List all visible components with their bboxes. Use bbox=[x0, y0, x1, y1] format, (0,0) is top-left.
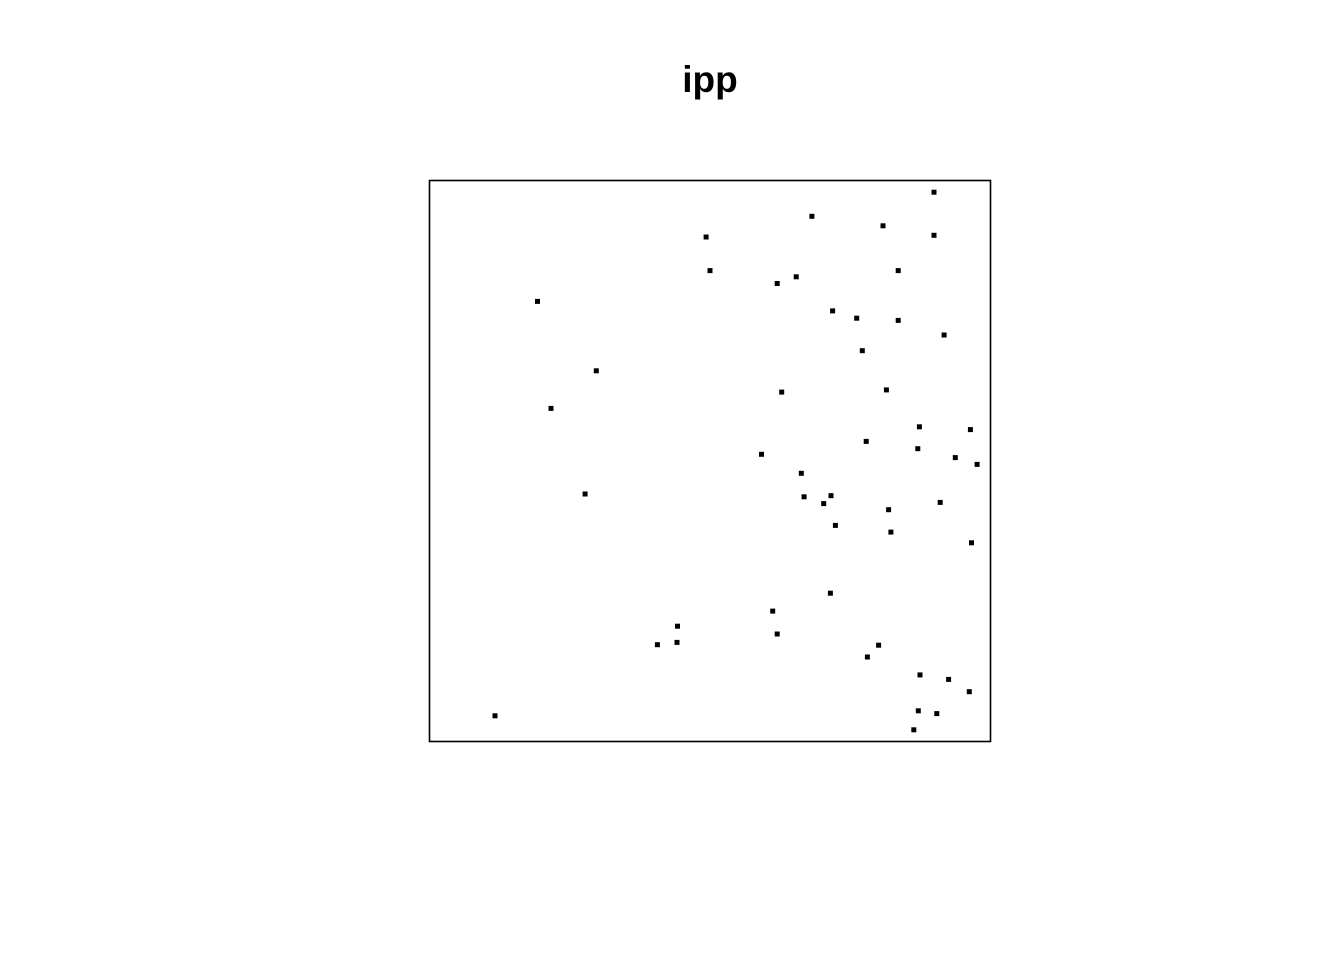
data-point-16 bbox=[593, 368, 599, 374]
data-point-51 bbox=[911, 727, 917, 733]
data-point-11 bbox=[830, 308, 836, 314]
data-point-27 bbox=[798, 470, 804, 476]
data-point-1 bbox=[931, 189, 937, 195]
data-point-50 bbox=[934, 711, 940, 717]
data-point-45 bbox=[917, 672, 923, 678]
data-point-48 bbox=[492, 713, 498, 719]
data-point-22 bbox=[863, 438, 869, 444]
data-point-38 bbox=[770, 608, 776, 614]
data-point-49 bbox=[915, 708, 921, 714]
observation-window bbox=[428, 179, 992, 743]
data-point-40 bbox=[774, 631, 780, 637]
data-point-8 bbox=[793, 274, 799, 280]
data-point-5 bbox=[931, 232, 937, 238]
data-point-23 bbox=[915, 446, 921, 452]
data-point-43 bbox=[876, 642, 882, 648]
data-point-30 bbox=[821, 501, 827, 507]
data-point-9 bbox=[895, 268, 901, 274]
data-point-18 bbox=[779, 389, 785, 395]
data-point-13 bbox=[895, 317, 901, 323]
data-point-7 bbox=[774, 281, 780, 286]
data-point-4 bbox=[703, 234, 709, 240]
data-point-34 bbox=[832, 522, 838, 528]
data-point-26 bbox=[974, 461, 980, 467]
data-point-6 bbox=[707, 268, 713, 274]
data-point-21 bbox=[967, 427, 973, 433]
data-point-28 bbox=[582, 491, 588, 497]
data-point-37 bbox=[827, 590, 833, 596]
data-point-20 bbox=[916, 424, 922, 430]
data-point-36 bbox=[969, 540, 974, 546]
data-point-15 bbox=[859, 348, 865, 354]
points-layer bbox=[492, 189, 980, 733]
data-point-44 bbox=[864, 654, 870, 660]
data-point-32 bbox=[937, 499, 943, 505]
data-point-3 bbox=[880, 223, 886, 229]
data-point-2 bbox=[809, 213, 815, 219]
data-point-29 bbox=[801, 494, 807, 500]
data-point-33 bbox=[886, 507, 892, 513]
data-point-35 bbox=[888, 529, 894, 535]
data-point-47 bbox=[966, 689, 972, 695]
chart-title: ipp bbox=[682, 59, 738, 100]
data-point-42 bbox=[654, 642, 660, 648]
data-point-41 bbox=[674, 639, 680, 645]
data-point-24 bbox=[759, 451, 764, 457]
data-point-39 bbox=[675, 623, 680, 629]
data-point-31 bbox=[828, 493, 834, 499]
data-point-25 bbox=[952, 455, 958, 461]
data-point-12 bbox=[854, 315, 860, 321]
data-point-10 bbox=[535, 298, 540, 304]
data-point-17 bbox=[548, 405, 554, 411]
data-point-19 bbox=[883, 387, 889, 393]
data-point-46 bbox=[946, 676, 952, 682]
data-point-14 bbox=[941, 332, 947, 338]
